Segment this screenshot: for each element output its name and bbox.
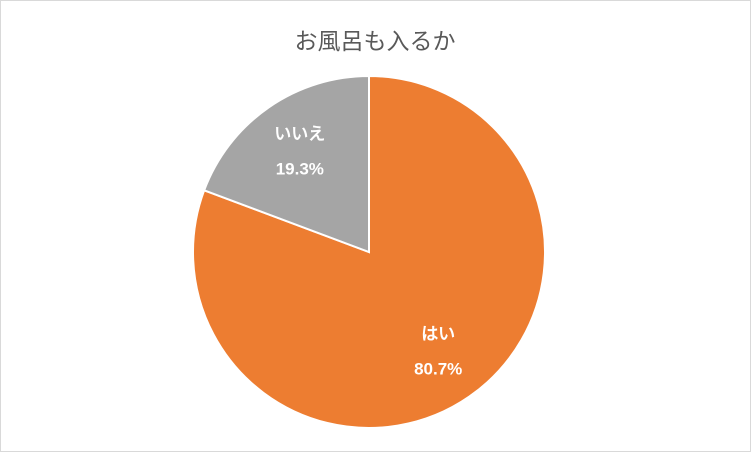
- slice-value-label: 80.7%: [414, 359, 462, 378]
- slice-value-label: 19.3%: [276, 160, 324, 179]
- slice-category-label: いいえ: [274, 125, 325, 144]
- chart-title: お風呂も入るか: [295, 28, 456, 54]
- slice-category-label: はい: [421, 324, 455, 343]
- pie-slice: [202, 74, 370, 254]
